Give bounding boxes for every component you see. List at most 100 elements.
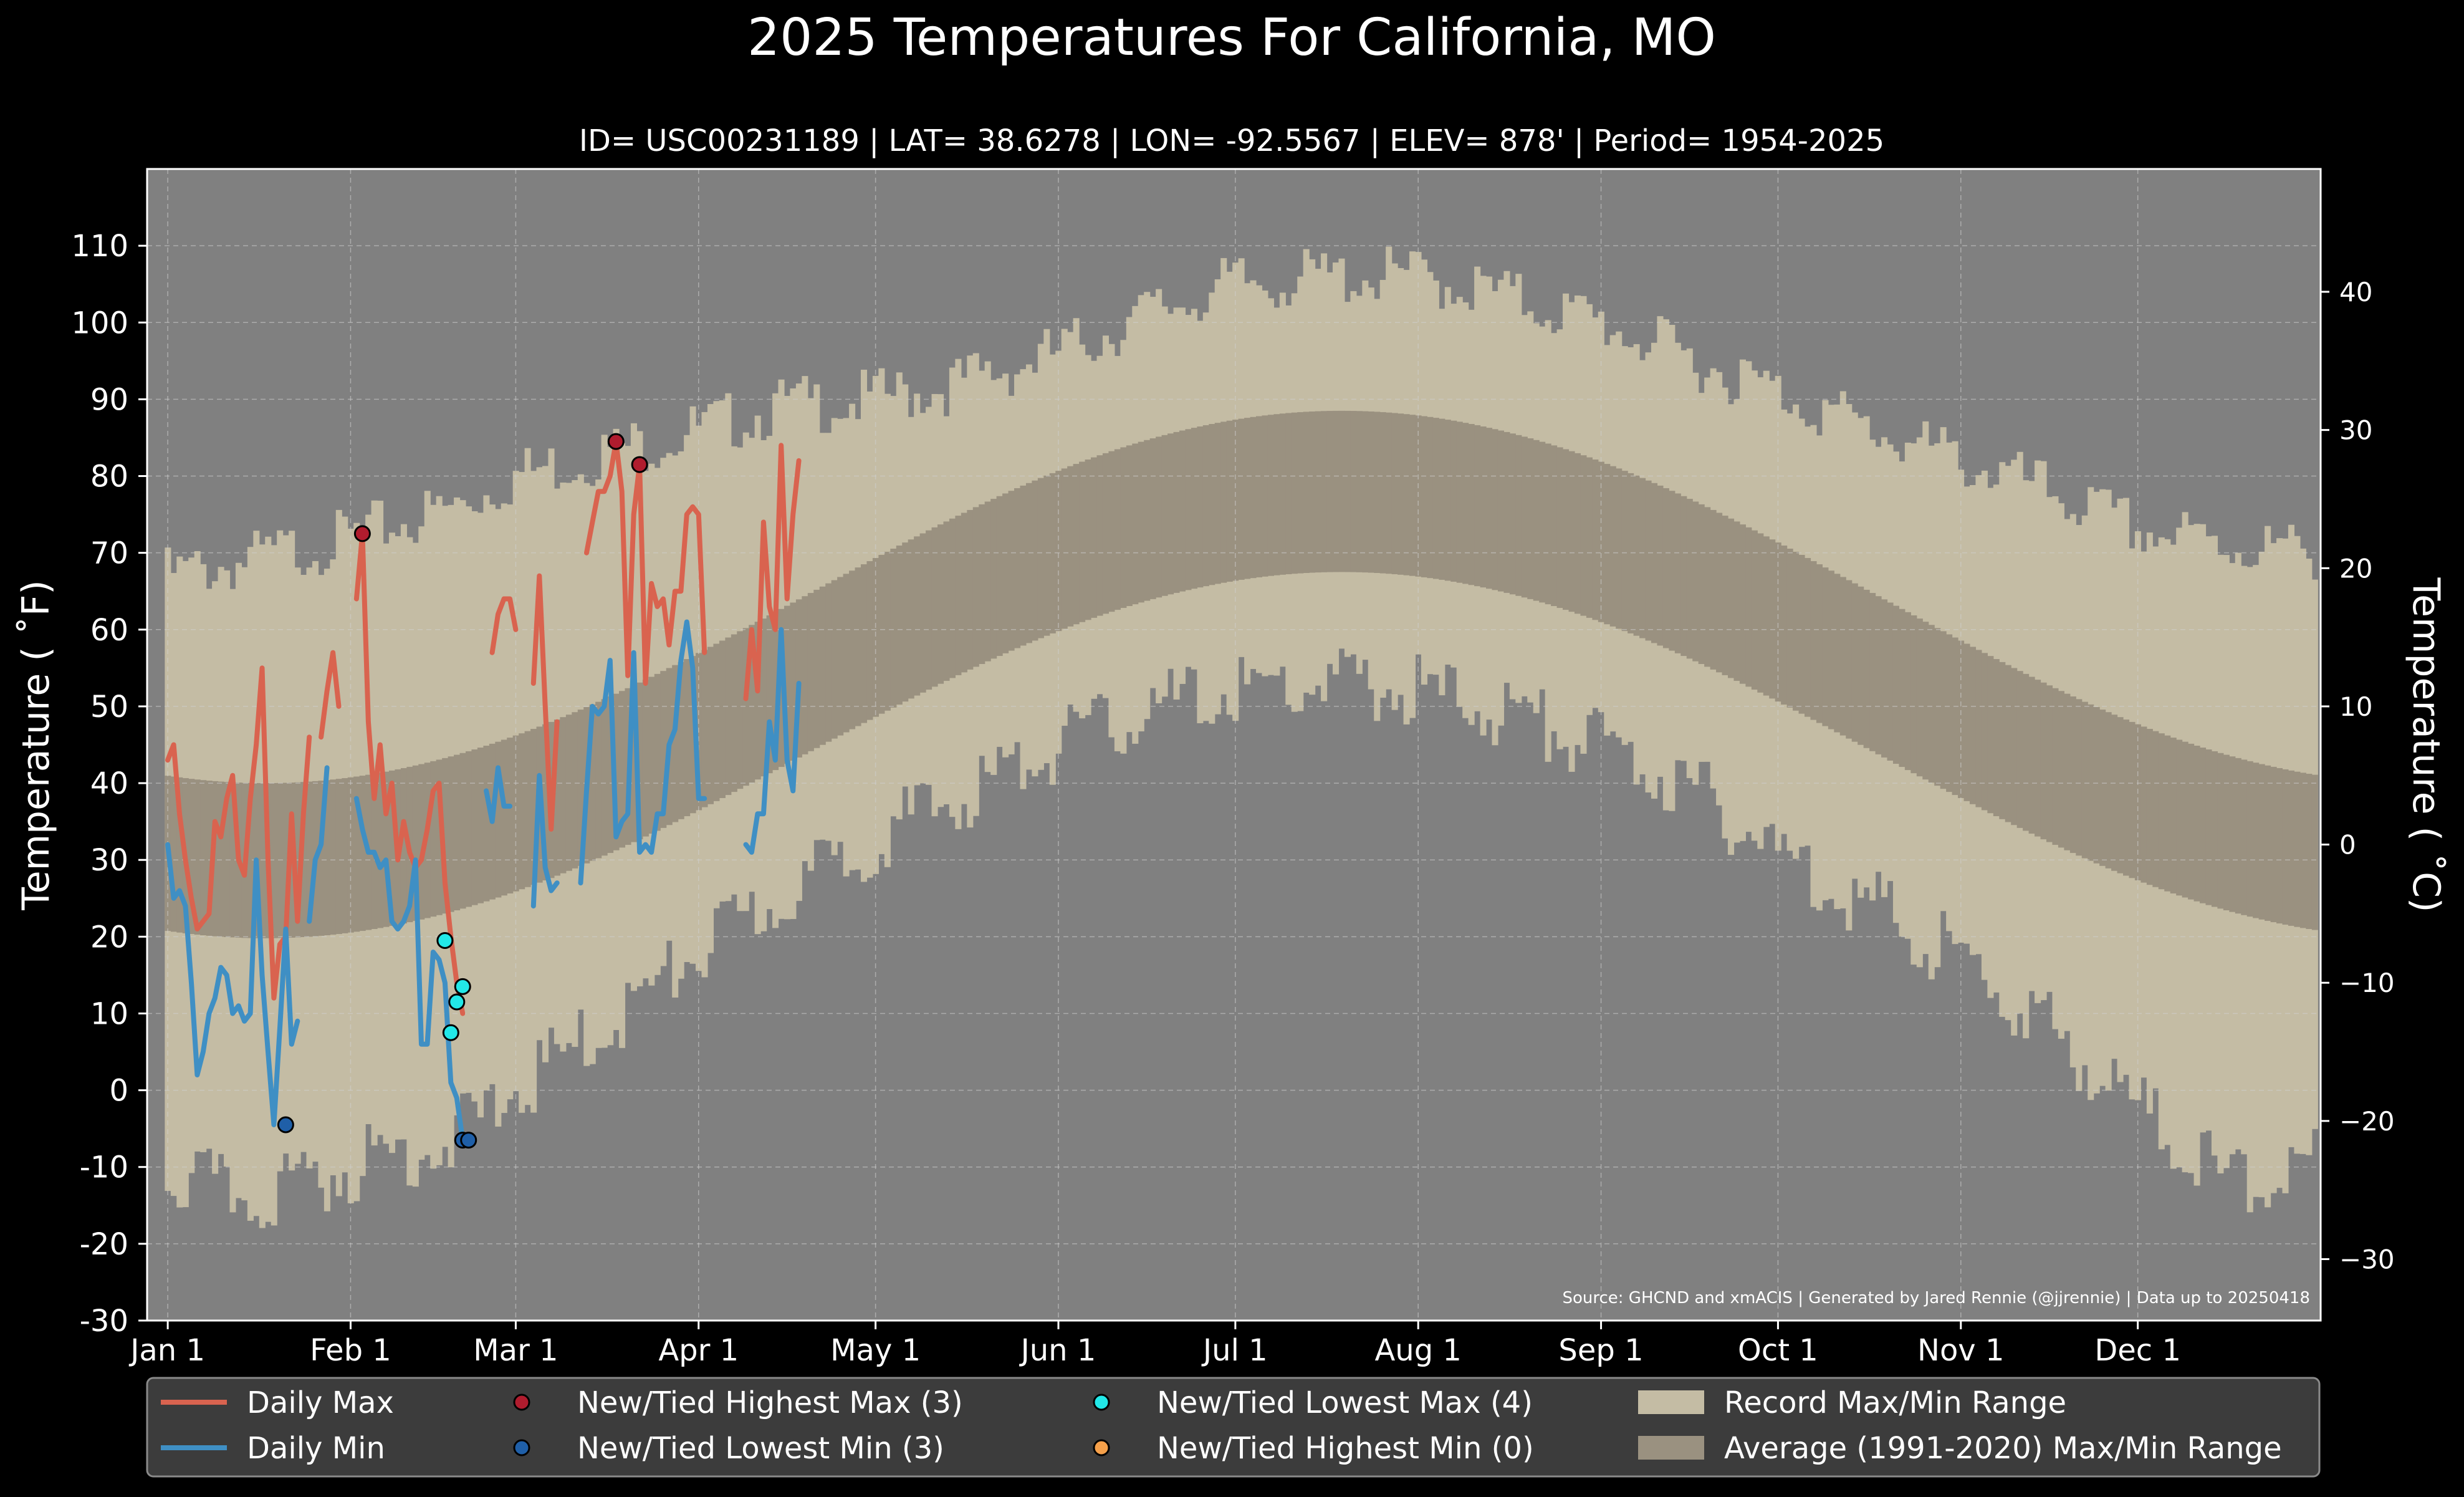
normal-range-bar (1202, 425, 1209, 587)
normal-range-bar (701, 650, 708, 807)
legend-swatch-box (1638, 1436, 1704, 1460)
normal-range-bar (418, 764, 425, 920)
record-marker-lowest-max (454, 978, 471, 995)
y-tick-label-right: −20 (2339, 1106, 2395, 1137)
normal-range-bar (1645, 480, 1652, 641)
y-tick-label: 20 (90, 920, 128, 955)
normal-range-bar (512, 735, 519, 892)
normal-range-bar (442, 758, 449, 914)
y-tick-label: 70 (90, 536, 128, 571)
normal-range-bar (2223, 754, 2230, 911)
normal-range-bar (1061, 468, 1068, 629)
normal-range-bar (636, 682, 643, 840)
x-tick-label: May 1 (830, 1333, 921, 1368)
normal-range-bar (1810, 561, 1817, 720)
daily-min-line (353, 796, 477, 1143)
normal-range-bar (306, 781, 313, 937)
normal-range-bar (1439, 418, 1445, 580)
normal-range-bar (914, 536, 921, 696)
normal-range-bar (931, 527, 938, 687)
normal-range-bar (589, 704, 596, 861)
normal-range-bar (1698, 504, 1705, 665)
normal-range-bar (2040, 682, 2047, 840)
normal-range-bar (2016, 671, 2023, 828)
normal-range-bar (760, 619, 767, 777)
normal-range-bar (353, 776, 360, 932)
normal-range-bar (335, 779, 342, 935)
normal-range-bar (1297, 412, 1304, 574)
normal-range-bar (1680, 496, 1687, 657)
normal-range-bar (2093, 707, 2100, 864)
normal-range-bar (648, 676, 655, 834)
normal-range-bar (1805, 557, 1811, 717)
normal-range-bar (412, 765, 419, 921)
legend-swatch-dot (513, 1439, 530, 1456)
normal-range-bar (454, 754, 461, 911)
normal-range-bar (1999, 662, 2006, 819)
normal-range-bar (1828, 570, 1834, 729)
normal-range-bar (530, 729, 537, 885)
normal-range-bar (2294, 771, 2301, 927)
normal-range-bar (330, 779, 337, 935)
normal-range-bar (766, 615, 773, 774)
normal-range-bar (1008, 491, 1015, 651)
normal-range-bar (359, 776, 366, 931)
normal-range-bar (1616, 468, 1623, 629)
normal-range-bar (2105, 712, 2112, 869)
normal-range-bar (1255, 416, 1263, 577)
normal-range-bar (1816, 564, 1823, 723)
normal-range-bar (1409, 415, 1416, 576)
normal-range-bar (2200, 748, 2207, 903)
normal-range-bar (2123, 720, 2130, 876)
normal-range-bar (707, 647, 714, 804)
normal-range-bar (2117, 717, 2124, 874)
plot-area: Source: GHCND and xmACIS | Generated by … (146, 168, 2322, 1322)
normal-range-bar (1609, 466, 1616, 627)
legend-swatch-dot (1093, 1439, 1110, 1456)
normal-range-bar (843, 574, 850, 733)
normal-range-bar (194, 779, 201, 935)
legend-box (146, 1377, 2321, 1478)
normal-range-bar (1144, 440, 1151, 601)
normal-range-bar (1745, 527, 1752, 687)
normal-range-bar (1492, 429, 1498, 590)
normal-range-bar (2311, 774, 2318, 930)
normal-range-bar (495, 741, 502, 898)
record-marker-highest-max (631, 456, 648, 473)
normal-range-bar (1214, 423, 1221, 584)
normal-range-bar (1480, 426, 1487, 588)
normal-range-bar (1468, 424, 1475, 585)
normal-range-bar (1669, 491, 1675, 651)
normal-range-bar (430, 761, 437, 917)
normal-range-bar (170, 776, 177, 932)
normal-range-bar (1863, 589, 1870, 748)
daily-min-line (743, 627, 802, 855)
record-marker-lowest-min (460, 1132, 477, 1149)
chart-title: 2025 Temperatures For California, MO (747, 8, 1716, 67)
normal-range-bar (1421, 416, 1428, 577)
normal-range-bar (1025, 483, 1033, 643)
normal-range-bar (176, 777, 183, 933)
normal-range-bar (1916, 619, 1923, 777)
normal-range-bar (1250, 416, 1257, 579)
y-tick-label: 10 (90, 996, 128, 1031)
normal-range-bar (1592, 460, 1599, 620)
normal-range-bar (448, 756, 454, 912)
x-tick-label: Aug 1 (1374, 1333, 1462, 1368)
normal-range-bar (1521, 436, 1528, 598)
normal-range-bar (1220, 421, 1227, 583)
y-tick-label: -30 (80, 1304, 128, 1339)
plot-frame (146, 168, 2322, 1322)
normal-range-bar (1846, 580, 1853, 739)
normal-range-bar (1321, 411, 1328, 572)
normal-range-bar (1858, 586, 1864, 745)
normal-range-bar (2258, 764, 2265, 920)
normal-range-bar (1037, 478, 1044, 638)
daily-min-line (165, 765, 330, 1127)
normal-range-bar (1515, 435, 1522, 596)
normal-range-bar (400, 768, 407, 924)
normal-range-bar (819, 586, 826, 745)
normal-range-bar (1096, 455, 1103, 616)
normal-range-bar (1963, 643, 1970, 801)
normal-range-bar (2241, 759, 2248, 915)
